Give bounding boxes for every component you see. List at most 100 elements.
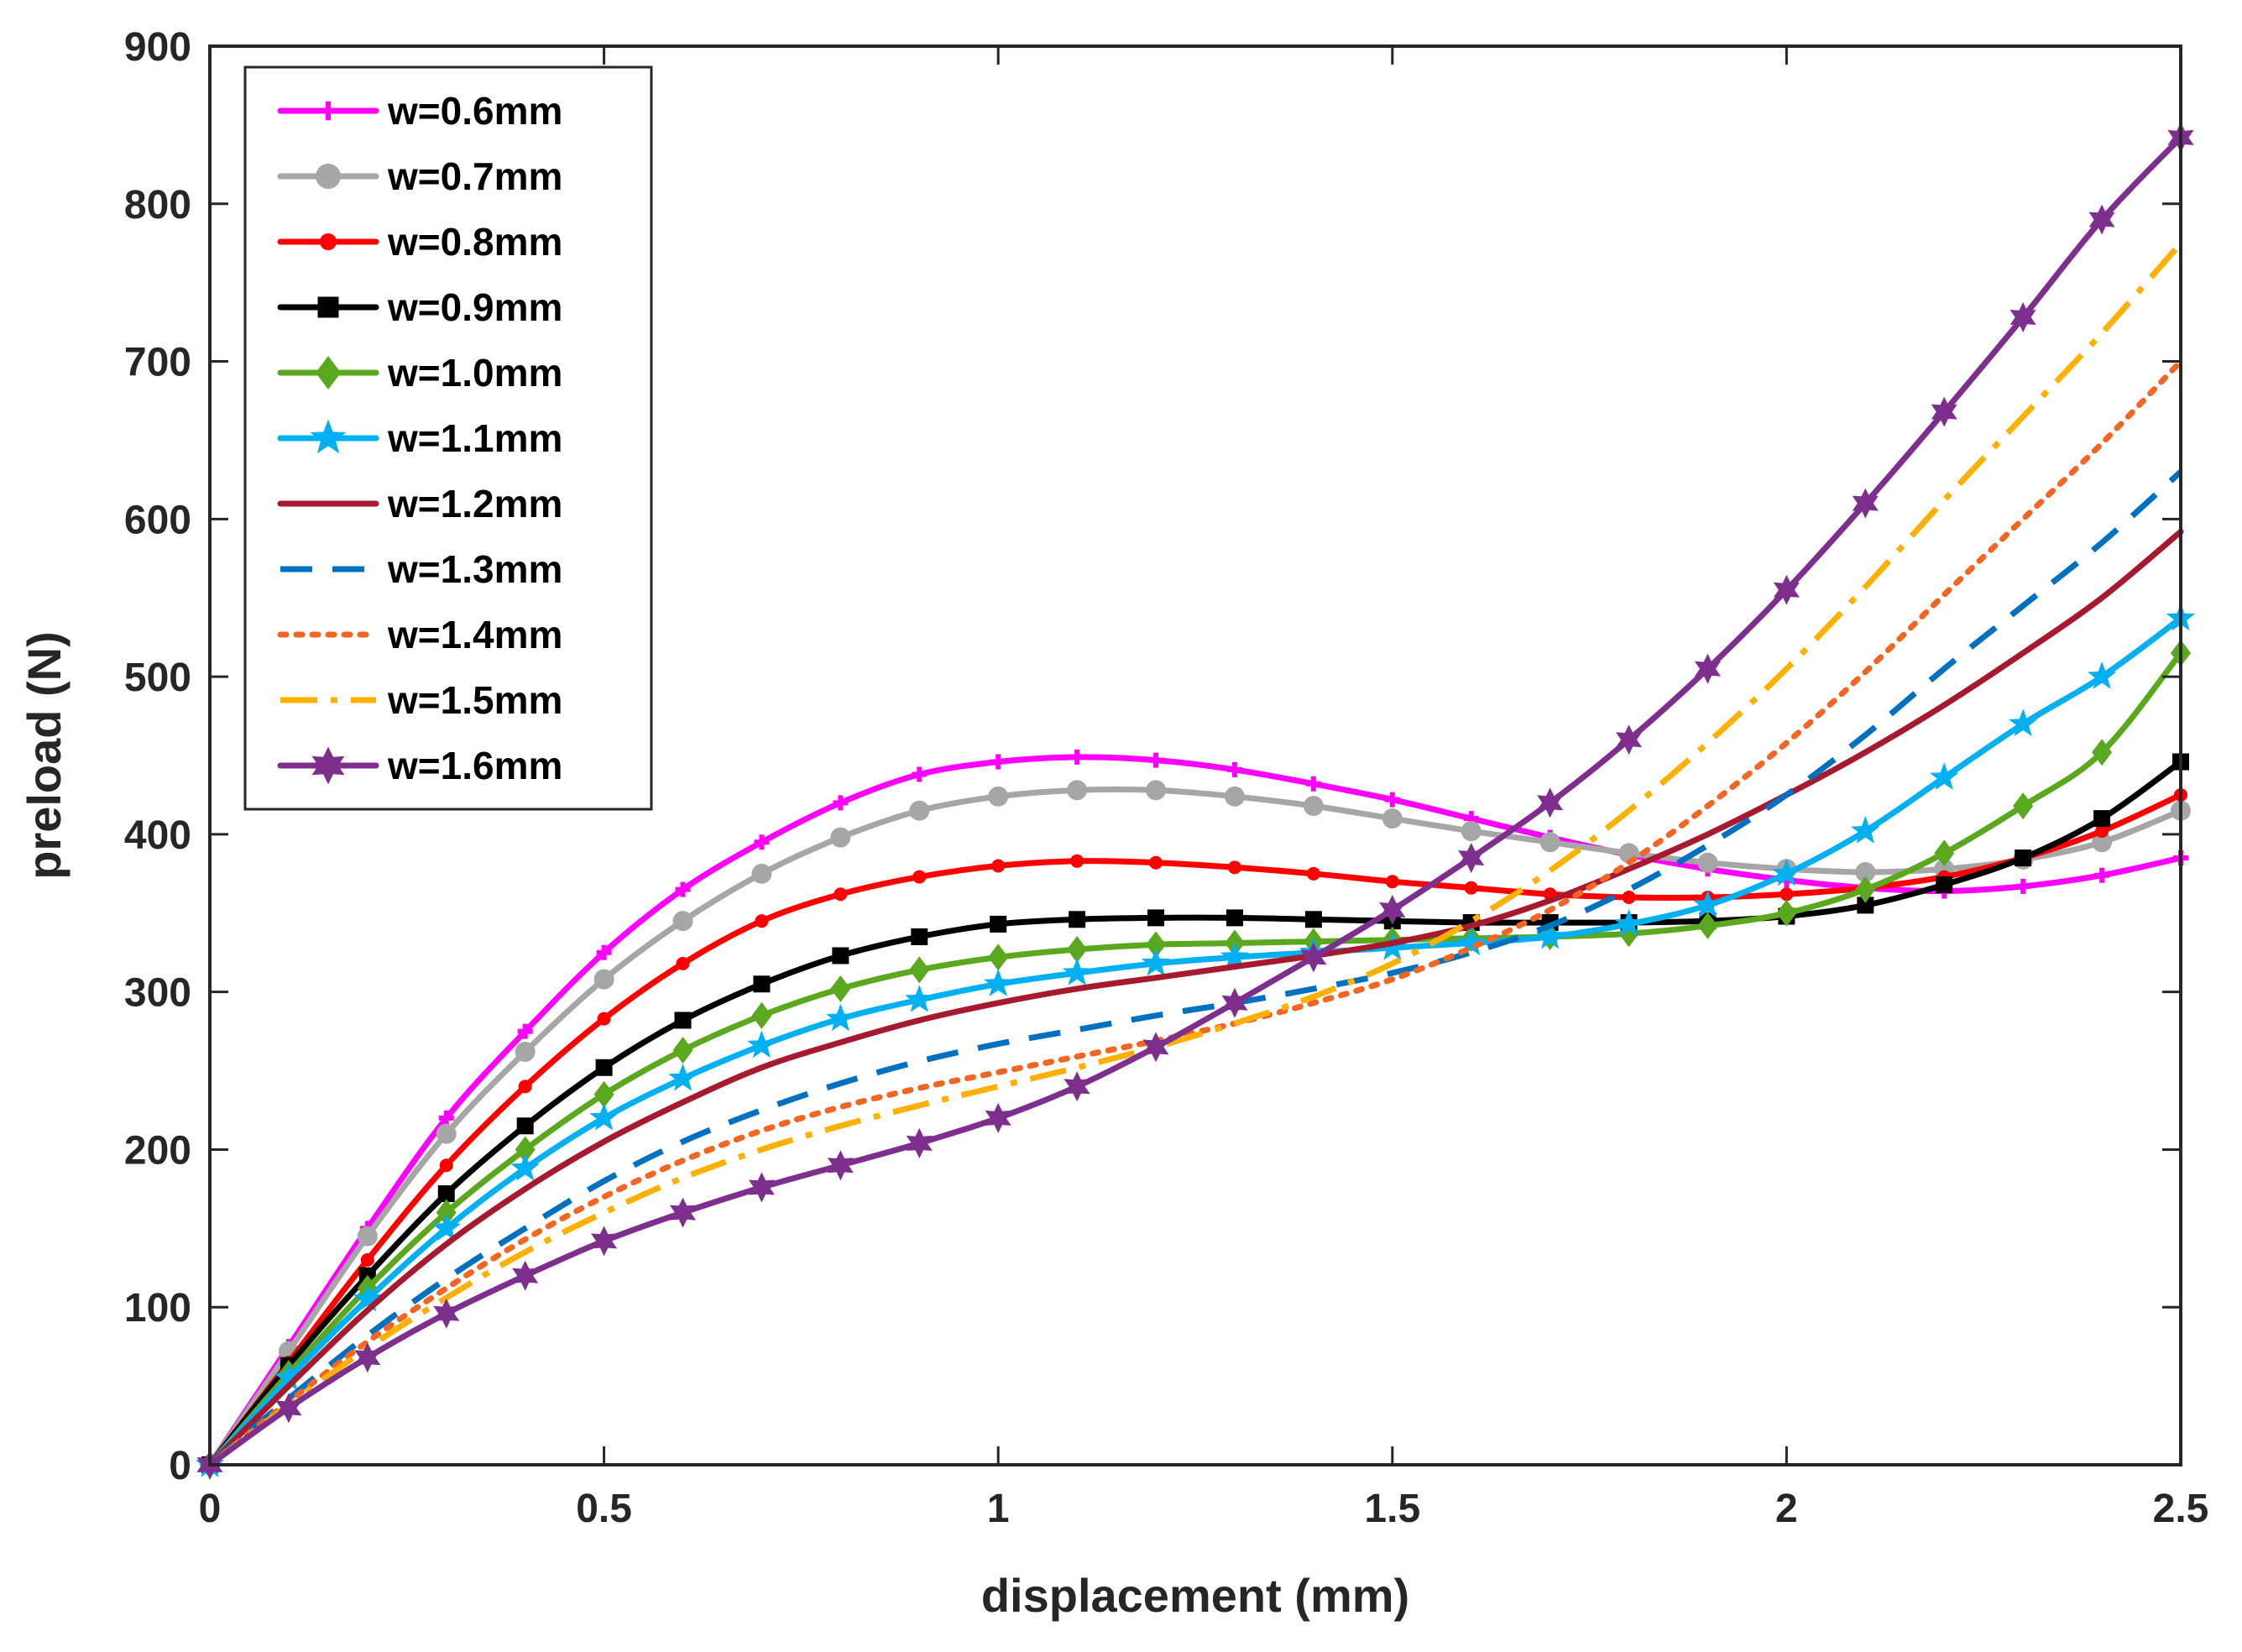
data-point-marker [316, 356, 341, 389]
x-tick-label: 2 [1775, 1487, 1798, 1531]
data-point-marker [1064, 1071, 1090, 1102]
data-point-marker [1461, 821, 1482, 842]
data-point-marker [274, 1362, 303, 1391]
series-w=1.6mm [196, 122, 2194, 1480]
data-point-marker [985, 1102, 1011, 1133]
data-point-marker [517, 1023, 533, 1039]
data-point-marker [1779, 887, 1794, 902]
data-point-marker [1697, 852, 1718, 873]
data-point-marker [2095, 824, 2109, 839]
data-point-marker [2092, 739, 2113, 766]
data-point-marker [1304, 911, 1322, 928]
data-point-marker [2009, 302, 2036, 332]
y-tick-label: 700 [124, 341, 191, 385]
y-tick-label: 400 [124, 813, 191, 858]
data-point-marker [1772, 858, 1801, 886]
data-point-marker [595, 1059, 613, 1076]
legend-item: w=1.1mm [277, 416, 562, 460]
data-point-marker [988, 944, 1009, 971]
data-point-marker [1936, 876, 1953, 893]
data-point-marker [1067, 935, 1088, 963]
data-point-marker [1063, 958, 1092, 985]
data-point-marker [1622, 891, 1636, 904]
data-point-marker [1226, 909, 1243, 927]
data-point-marker [1855, 876, 1876, 903]
data-point-marker [593, 1080, 614, 1108]
data-point-marker [353, 1283, 382, 1312]
data-point-marker [1305, 776, 1321, 792]
data-point-marker [1067, 780, 1088, 801]
y-tick-label: 900 [124, 25, 191, 70]
data-point-marker [2088, 204, 2115, 235]
data-point-marker [316, 164, 341, 189]
data-point-marker [747, 1030, 776, 1059]
data-point-marker [591, 1226, 618, 1257]
data-point-marker [2015, 850, 2032, 867]
data-point-marker [2013, 792, 2034, 820]
x-tick-label: 2.5 [2153, 1487, 2209, 1531]
data-point-marker [310, 419, 347, 454]
data-point-marker [834, 887, 848, 902]
legend-item: w=1.2mm [277, 482, 562, 525]
y-tick-label: 200 [124, 1128, 191, 1173]
legend-label: w=1.4mm [387, 613, 562, 656]
data-point-marker [1385, 875, 1399, 889]
data-point-marker [675, 881, 691, 897]
data-point-marker [1070, 854, 1084, 868]
data-point-marker [1851, 816, 1880, 844]
data-point-marker [906, 1127, 933, 1158]
data-point-marker [748, 1172, 775, 1203]
data-point-marker [988, 786, 1009, 807]
data-point-marker [669, 1197, 697, 1228]
data-point-marker [833, 795, 849, 811]
series-w=1.5mm [207, 241, 2183, 1467]
series-line [206, 528, 2184, 1468]
data-point-marker [1379, 895, 1406, 925]
data-point-marker [990, 754, 1006, 770]
legend-item: w=1.5mm [280, 678, 562, 722]
data-point-marker [751, 863, 772, 884]
data-point-marker [668, 1063, 698, 1091]
data-point-marker [676, 956, 690, 970]
data-point-marker [755, 914, 769, 928]
legend-item: w=0.9mm [277, 285, 562, 329]
data-point-marker [1227, 860, 1241, 875]
data-point-marker [436, 1123, 457, 1144]
data-point-marker [439, 1158, 453, 1173]
data-point-marker [1855, 861, 1876, 882]
data-point-marker [1694, 653, 1722, 684]
series-line [206, 754, 2184, 1468]
data-point-marker [357, 1226, 378, 1247]
data-point-marker [830, 975, 851, 1002]
data-point-marker [593, 969, 614, 990]
legend-label: w=0.7mm [387, 154, 562, 198]
data-point-marker [1852, 488, 1879, 519]
data-point-marker [1382, 808, 1403, 829]
data-point-marker [512, 1260, 539, 1291]
data-point-marker [2093, 810, 2111, 828]
data-point-marker [1456, 928, 1486, 955]
data-point-marker [360, 1252, 374, 1267]
legend-item: w=0.8mm [277, 220, 562, 264]
x-tick-label: 0 [199, 1487, 222, 1531]
legend-label: w=1.2mm [387, 482, 562, 525]
legend-label: w=0.8mm [387, 220, 562, 264]
legend-item: w=1.3mm [280, 547, 562, 591]
data-point-marker [984, 969, 1013, 996]
data-point-marker [1458, 843, 1485, 874]
data-point-marker [1226, 761, 1242, 777]
data-point-marker [320, 233, 337, 250]
data-point-marker [515, 1136, 536, 1163]
data-point-marker [672, 911, 693, 932]
data-point-marker [515, 1042, 536, 1063]
data-point-marker [436, 1199, 457, 1226]
data-point-marker [1300, 942, 1327, 973]
series-line [207, 241, 2183, 1467]
data-point-marker [911, 928, 928, 945]
data-point-marker [754, 834, 770, 850]
data-point-marker [518, 1080, 532, 1094]
series-line [207, 469, 2183, 1467]
data-point-marker [909, 956, 930, 984]
data-point-marker [1464, 881, 1478, 895]
data-point-marker [905, 985, 934, 1012]
